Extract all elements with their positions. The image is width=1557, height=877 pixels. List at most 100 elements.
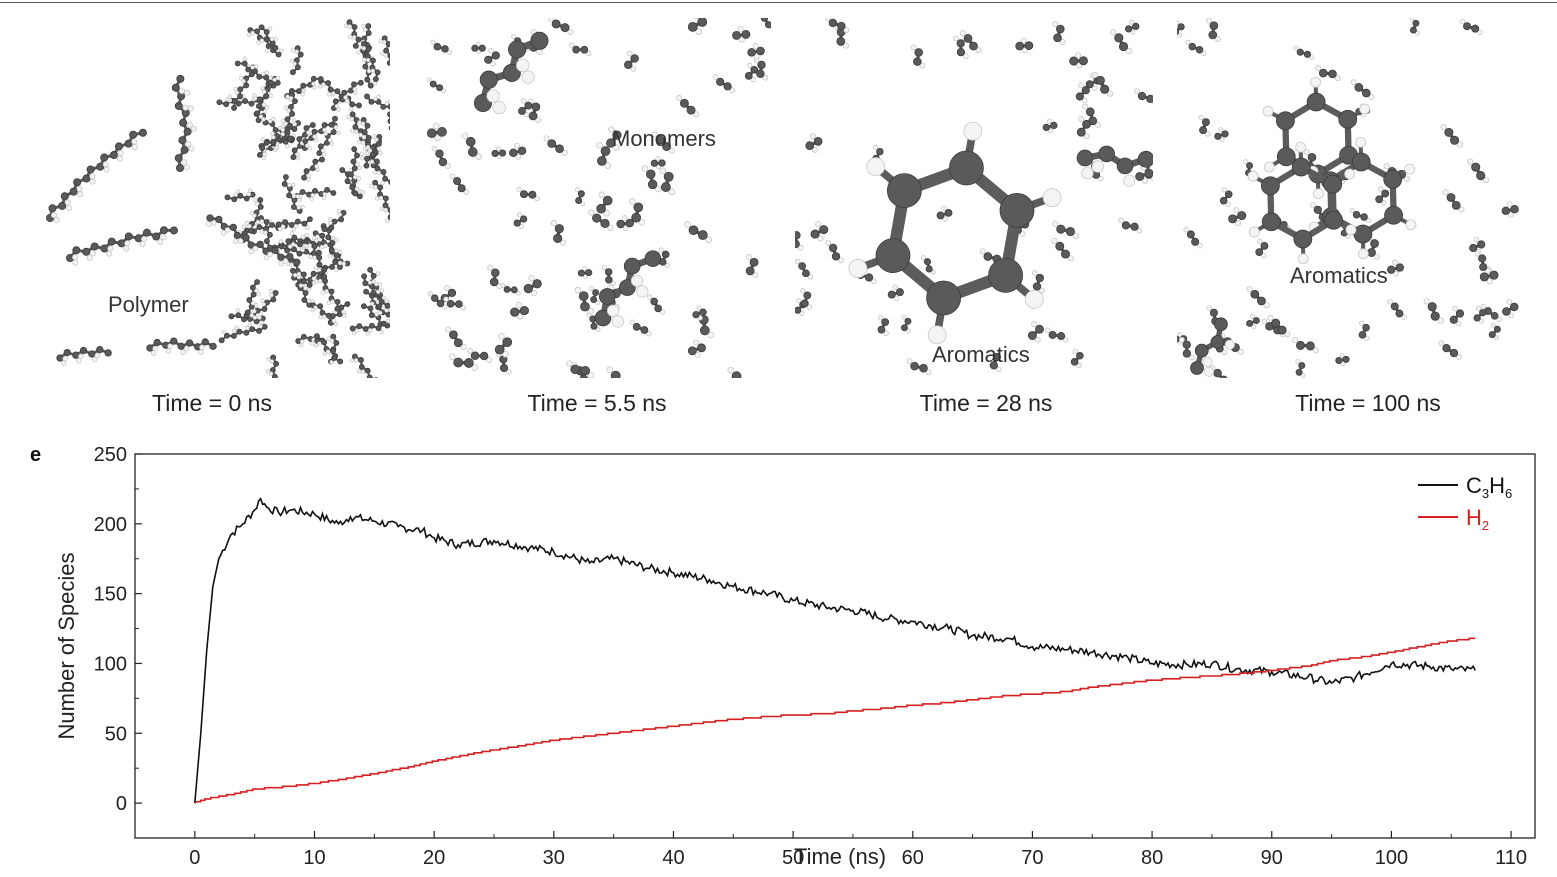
hydrogen-atom (1263, 161, 1275, 173)
carbon-atom (183, 127, 192, 136)
carbon-atom (387, 207, 390, 214)
carbon-atom (1114, 33, 1124, 43)
hydrogen-atom (152, 345, 158, 352)
carbon-atom (499, 149, 507, 157)
hydrogen-atom (534, 195, 540, 202)
hydrogen-atom (630, 65, 637, 72)
hydrogen-atom (574, 286, 582, 294)
carbon-atom (828, 243, 838, 253)
hydrogen-atom (799, 311, 805, 316)
carbon-atom (1427, 302, 1437, 312)
carbon-atom (185, 339, 194, 347)
carbon-atom (174, 154, 183, 163)
hydrogen-atom (1045, 327, 1051, 333)
carbon-atom (756, 46, 765, 56)
hydrogen-atom (1046, 118, 1053, 124)
carbon-atom (1367, 248, 1376, 257)
hydrogen-atom (307, 146, 312, 151)
carbon-atom (317, 303, 324, 310)
carbon-atom (1221, 130, 1229, 138)
hydrogen-atom (574, 187, 580, 193)
carbon-atom (331, 355, 338, 361)
hydrogen-atom (502, 350, 509, 358)
carbon-atom (324, 186, 331, 193)
carbon-atom (294, 218, 301, 225)
carbon-atom (328, 121, 335, 128)
hydrogen-atom (304, 232, 309, 238)
hydrogen-atom (547, 18, 554, 22)
carbon-atom (374, 69, 381, 76)
carbon-atom (1201, 118, 1210, 127)
hydrogen-atom (500, 283, 506, 288)
hydrogen-atom (1365, 217, 1372, 224)
hydrogen-atom (1082, 103, 1089, 110)
hydrogen-atom (336, 130, 341, 136)
carbon-atom (334, 298, 341, 305)
hydrogen-atom (606, 304, 620, 317)
carbon-atom (294, 64, 301, 71)
carbon-atom (1442, 343, 1451, 353)
carbon-atom (361, 273, 368, 280)
hydrogen-atom (256, 291, 261, 297)
carbon-atom (1489, 270, 1499, 280)
hydrogen-atom (727, 366, 735, 374)
carbon-atom (58, 201, 67, 210)
carbon-atom (1132, 22, 1140, 31)
hydrogen-atom (1247, 170, 1259, 182)
carbon-atom (283, 174, 289, 180)
carbon-atom (330, 190, 337, 196)
carbon-atom (259, 145, 266, 152)
carbon-atom (1250, 289, 1260, 299)
carbon-atom (328, 288, 335, 295)
carbon-atom (252, 68, 258, 75)
carbon-atom (272, 44, 279, 51)
hydrogen-atom (1263, 302, 1270, 309)
carbon-atom (1053, 33, 1062, 43)
carbon-atom (284, 129, 291, 136)
hydrogen-atom (295, 152, 300, 157)
carbon-atom (530, 31, 549, 50)
carbon-atom (919, 363, 928, 373)
carbon-atom (302, 131, 308, 138)
carbon-atom (679, 98, 689, 108)
carbon-atom (241, 316, 247, 323)
hydrogen-atom (330, 235, 336, 241)
hydrogen-atom (586, 50, 592, 57)
carbon-atom (291, 246, 297, 253)
hydrogen-atom (329, 141, 335, 146)
carbon-atom (697, 18, 708, 27)
carbon-atom (520, 190, 528, 199)
hydrogen-atom (342, 313, 347, 318)
carbon-atom (1065, 226, 1075, 237)
hydrogen-atom (265, 369, 271, 374)
carbon-atom (1387, 265, 1396, 274)
carbon-atom (330, 348, 336, 355)
hydrogen-atom (1364, 335, 1370, 342)
hydrogen-atom (190, 125, 197, 132)
carbon-atom (301, 296, 308, 303)
hydrogen-atom (252, 96, 258, 101)
hydrogen-atom (595, 327, 601, 332)
hydrogen-atom (259, 38, 265, 43)
carbon-atom (250, 291, 257, 298)
hydrogen-atom (352, 86, 358, 92)
carbon-atom (376, 133, 383, 140)
carbon-atom (1191, 237, 1200, 246)
hydrogen-atom (445, 326, 452, 333)
carbon-atom (104, 349, 112, 357)
hydrogen-atom (382, 39, 387, 45)
hydrogen-atom (693, 111, 700, 118)
carbon-atom (375, 140, 382, 147)
carbon-atom (100, 153, 109, 162)
carbon-atom (877, 325, 886, 334)
hydrogen-atom (444, 285, 450, 291)
carbon-atom (352, 190, 359, 197)
hydrogen-atom (1042, 188, 1062, 207)
hydrogen-atom (1221, 187, 1227, 193)
series-line-c3h6 (194, 497, 1476, 804)
hydrogen-atom (292, 61, 297, 66)
carbon-atom (264, 86, 271, 93)
hydrogen-atom (373, 96, 378, 102)
carbon-atom (290, 154, 297, 161)
carbon-atom (365, 30, 372, 36)
